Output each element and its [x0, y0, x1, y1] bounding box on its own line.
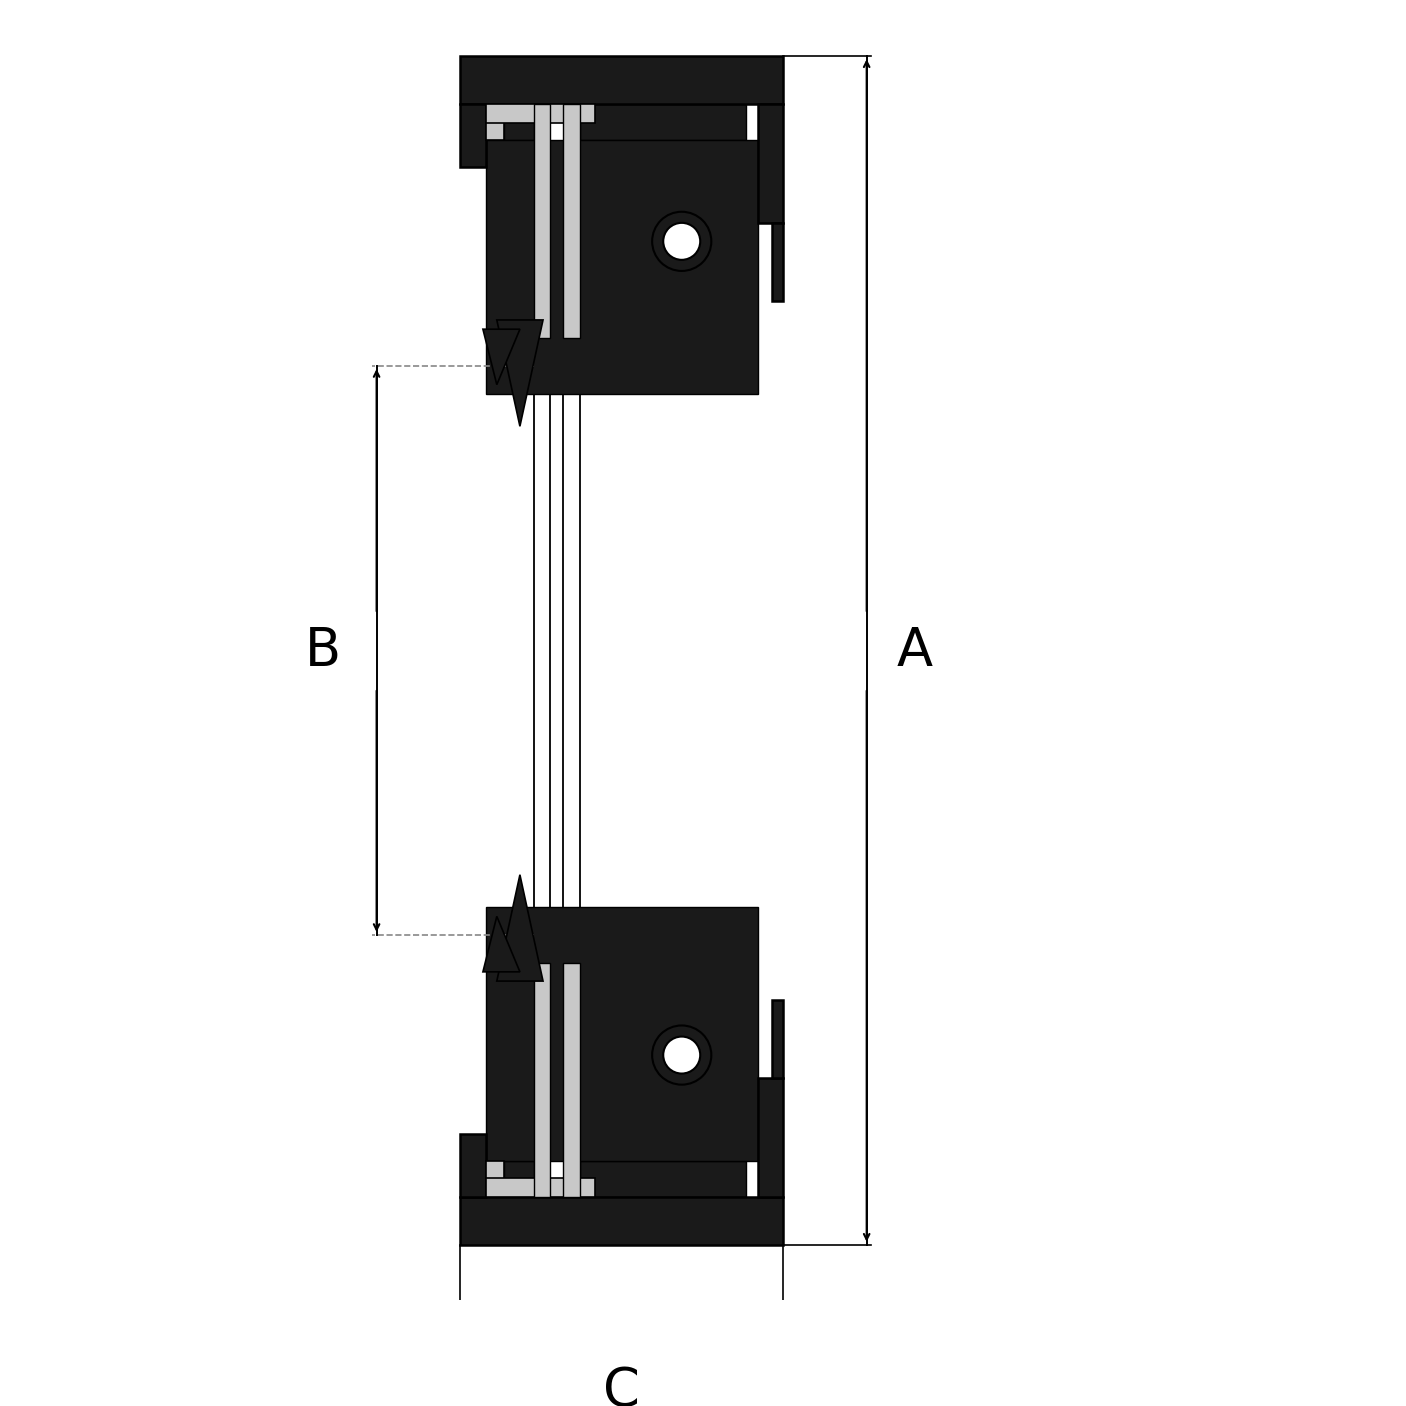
- Polygon shape: [496, 321, 543, 426]
- Polygon shape: [485, 104, 505, 139]
- Text: C: C: [603, 1365, 640, 1406]
- Polygon shape: [485, 1161, 505, 1197]
- Polygon shape: [505, 104, 534, 139]
- Polygon shape: [758, 1078, 783, 1197]
- Polygon shape: [772, 1000, 783, 1078]
- Polygon shape: [485, 1178, 595, 1197]
- Polygon shape: [460, 1133, 485, 1197]
- Polygon shape: [581, 104, 747, 139]
- Polygon shape: [758, 104, 783, 222]
- Polygon shape: [460, 56, 783, 104]
- Polygon shape: [460, 1197, 783, 1244]
- Polygon shape: [460, 104, 485, 167]
- Polygon shape: [772, 222, 783, 301]
- Circle shape: [652, 1025, 711, 1084]
- Polygon shape: [534, 104, 550, 339]
- Text: A: A: [896, 624, 932, 676]
- Polygon shape: [534, 963, 550, 1197]
- Polygon shape: [482, 329, 520, 385]
- Polygon shape: [482, 917, 520, 972]
- Polygon shape: [564, 104, 581, 339]
- Polygon shape: [496, 875, 543, 981]
- Polygon shape: [581, 1161, 747, 1197]
- Polygon shape: [485, 139, 758, 394]
- Polygon shape: [485, 104, 595, 122]
- Text: B: B: [305, 624, 342, 676]
- Polygon shape: [564, 963, 581, 1197]
- Circle shape: [664, 1036, 700, 1074]
- Polygon shape: [505, 1161, 534, 1197]
- Polygon shape: [485, 907, 758, 1161]
- Circle shape: [652, 212, 711, 271]
- Circle shape: [664, 222, 700, 260]
